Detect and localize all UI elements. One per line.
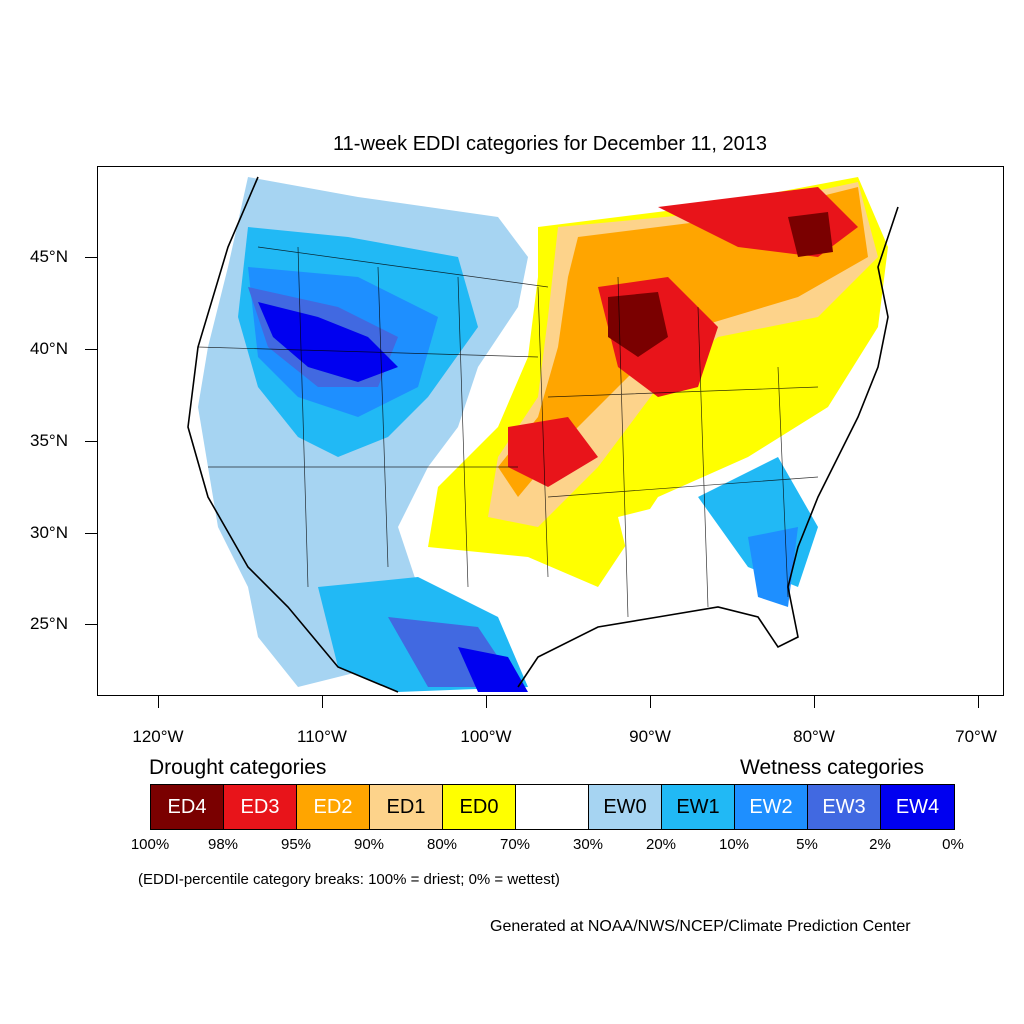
- legend-cell-ed3: ED3: [224, 785, 297, 829]
- legend-break-label: 10%: [718, 836, 750, 853]
- ed4-region-glakes: [608, 292, 668, 357]
- legend-cell-ew1: EW1: [662, 785, 735, 829]
- legend-cell-ew3: EW3: [808, 785, 881, 829]
- ew4-region-west: [258, 302, 398, 382]
- legend-break-label: 2%: [869, 836, 891, 853]
- ytick-40: [85, 349, 97, 350]
- ytick-35: [85, 441, 97, 442]
- ytick-30: [85, 533, 97, 534]
- ylabel-25: 25°N: [30, 614, 68, 633]
- wetness-heading: Wetness categories: [740, 756, 925, 779]
- legend-break-label: 100%: [130, 836, 170, 853]
- category-note: (EDDI-percentile category breaks: 100% =…: [138, 871, 560, 888]
- xlabel-110: 110°W: [297, 727, 347, 746]
- legend-cell-ed4: ED4: [151, 785, 224, 829]
- drought-heading: Drought categories: [149, 756, 327, 779]
- legend-cell-neutral: [516, 785, 589, 829]
- ylabel-45: 45°N: [30, 247, 68, 266]
- ew2-region-southeast: [748, 527, 798, 607]
- neutral-region-southeast: [618, 497, 738, 597]
- xlabel-80: 80°W: [793, 727, 835, 746]
- legend-break-label: 5%: [796, 836, 818, 853]
- map-panel: [97, 166, 1004, 696]
- xlabel-70: 70°W: [955, 727, 997, 746]
- credit-line: Generated at NOAA/NWS/NCEP/Climate Predi…: [490, 918, 911, 935]
- ylabel-35: 35°N: [30, 431, 68, 450]
- ylabel-30: 30°N: [30, 523, 68, 542]
- ed4-region-north: [788, 212, 833, 257]
- ytick-25: [85, 624, 97, 625]
- legend-cell-ed0: ED0: [443, 785, 516, 829]
- coastline: [187, 176, 899, 693]
- legend-cell-ew0: EW0: [589, 785, 662, 829]
- legend-cell-ed1: ED1: [370, 785, 443, 829]
- state-borders: [197, 246, 819, 618]
- xtick-70: [978, 696, 979, 708]
- ytick-45: [85, 257, 97, 258]
- ylabel-40: 40°N: [30, 339, 68, 358]
- xtick-110: [322, 696, 323, 708]
- xlabel-120: 120°W: [132, 727, 184, 746]
- ed3-region-plains: [508, 417, 598, 487]
- legend-cell-ed2: ED2: [297, 785, 370, 829]
- legend-cell-ew2: EW2: [735, 785, 808, 829]
- ew4-region-south: [458, 647, 528, 692]
- legend-break-label: 20%: [645, 836, 677, 853]
- map-title: 11-week EDDI categories for December 11,…: [333, 133, 767, 155]
- legend-break-label: 30%: [572, 836, 604, 853]
- legend-break-label: 90%: [353, 836, 385, 853]
- eddi-map: [187, 176, 899, 693]
- legend-break-label: 95%: [280, 836, 312, 853]
- legend-break-label: 0%: [942, 836, 964, 853]
- legend-break-label: 70%: [499, 836, 531, 853]
- legend-break-label: 98%: [207, 836, 239, 853]
- xlabel-90: 90°W: [629, 727, 671, 746]
- xtick-100: [486, 696, 487, 708]
- xtick-120: [158, 696, 159, 708]
- legend-cell-ew4: EW4: [881, 785, 954, 829]
- xtick-90: [650, 696, 651, 708]
- xtick-80: [814, 696, 815, 708]
- legend-colorbar: ED4 ED3 ED2 ED1 ED0 EW0 EW1 EW2 EW3 EW4: [150, 784, 955, 830]
- ed2-region: [498, 187, 868, 497]
- xlabel-100: 100°W: [460, 727, 512, 746]
- legend-break-label: 80%: [426, 836, 458, 853]
